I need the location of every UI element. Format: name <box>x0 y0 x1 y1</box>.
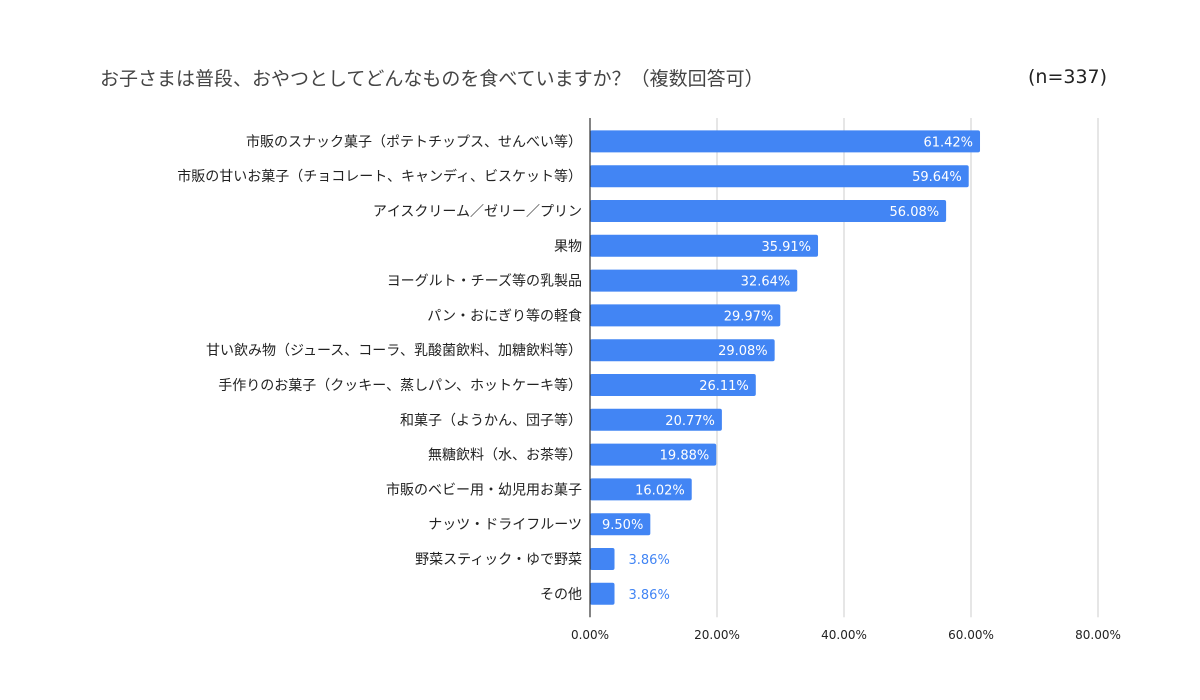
chart-title: お子さまは普段、おやつとしてどんなものを食べていますか？（複数回答可） <box>100 68 764 90</box>
bar-11 <box>590 513 651 536</box>
category-label-10: 市販のベビー用・幼児用お菓子 <box>386 481 582 498</box>
data-label-12: 3.86% <box>629 553 670 568</box>
category-label-5: パン・おにぎり等の軽食 <box>427 307 582 324</box>
data-label-0: 61.42% <box>923 135 973 150</box>
bar-12 <box>590 548 615 570</box>
x-tick-label-1: 20.00% <box>694 628 740 642</box>
data-label-9: 19.88% <box>660 449 710 464</box>
data-label-11: 9.50% <box>602 518 643 533</box>
bar-8 <box>590 408 722 431</box>
bar-0 <box>590 130 981 153</box>
bar-1 <box>590 165 969 188</box>
category-label-12: 野菜スティック・ゆで野菜 <box>415 552 582 568</box>
data-label-8: 20.77% <box>665 414 715 429</box>
data-label-5: 29.97% <box>724 309 774 324</box>
bar-3 <box>590 234 819 257</box>
category-label-8: 和菓子（ようかん、団子等） <box>400 412 582 429</box>
category-label-3: 果物 <box>554 239 582 255</box>
data-label-6: 29.08% <box>718 344 768 359</box>
category-label-7: 手作りのお菓子（クッキー、蒸しパン、ホットケーキ等） <box>218 377 582 394</box>
category-label-13: その他 <box>540 587 582 603</box>
category-label-0: 市販のスナック菓子（ポテトチップス、せんべい等） <box>246 133 582 150</box>
bar-5 <box>590 304 781 327</box>
data-label-7: 26.11% <box>699 379 749 394</box>
bar-9 <box>590 443 717 466</box>
x-tick-label-3: 60.00% <box>948 628 994 642</box>
x-tick-label-4: 80.00% <box>1075 628 1121 642</box>
bar-7 <box>590 374 756 396</box>
bar-10 <box>590 478 692 501</box>
sample-size-label: (n=337) <box>1028 66 1108 88</box>
bar-4 <box>590 269 798 292</box>
x-tick-label-2: 40.00% <box>821 628 867 642</box>
category-label-9: 無糖飲料（水、お茶等） <box>428 447 582 464</box>
data-label-10: 16.02% <box>635 483 685 498</box>
category-label-1: 市販の甘いお菓子（チョコレート、キャンディ、ビスケット等） <box>177 168 582 185</box>
data-label-3: 35.91% <box>761 240 811 255</box>
category-label-11: ナッツ・ドライフルーツ <box>428 517 582 533</box>
bar-13 <box>590 582 615 605</box>
x-tick-label-0: 0.00% <box>571 628 609 642</box>
category-label-4: ヨーグルト・チーズ等の乳製品 <box>387 273 582 290</box>
data-label-4: 32.64% <box>741 275 791 290</box>
data-label-2: 56.08% <box>890 205 940 220</box>
category-label-6: 甘い飲み物（ジュース、コーラ、乳酸菌飲料、加糖飲料等） <box>206 342 582 359</box>
data-label-13: 3.86% <box>629 588 670 603</box>
category-label-2: アイスクリーム／ゼリー／プリン <box>373 204 582 220</box>
bar-2 <box>590 200 947 222</box>
bar-6 <box>590 339 775 362</box>
data-label-1: 59.64% <box>912 170 962 185</box>
